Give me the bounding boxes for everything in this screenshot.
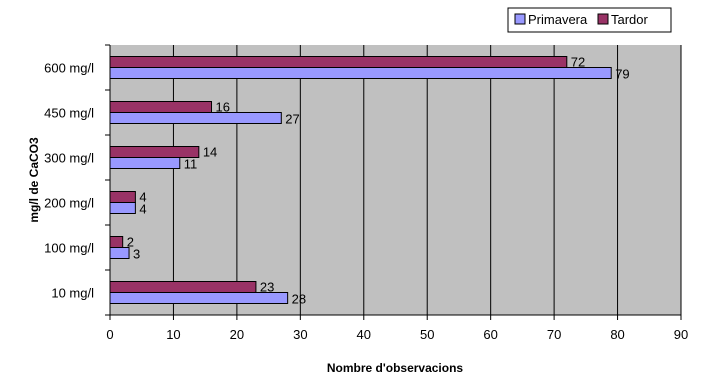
data-label-tardor: 14 <box>203 145 217 160</box>
bar-tardor <box>109 101 213 113</box>
data-label-primavera: 28 <box>292 292 306 307</box>
legend-swatch-primavera <box>514 13 526 25</box>
data-label-tardor: 2 <box>127 235 134 250</box>
x-axis-ticks: 0 10 20 30 40 50 60 70 80 90 <box>106 315 688 342</box>
bar-primavera <box>109 112 282 124</box>
y-tick-label: 450 mg/l <box>44 106 94 121</box>
bar-primavera <box>109 157 181 169</box>
grid-lines <box>172 45 682 315</box>
legend-swatch-tardor <box>597 13 609 25</box>
data-label-primavera: 11 <box>184 157 198 172</box>
plot-area <box>110 45 681 315</box>
x-axis-title: Nombre d'observacions <box>327 361 464 375</box>
x-tick-label: 60 <box>483 327 497 342</box>
y-tick-label: 100 mg/l <box>44 241 94 256</box>
y-axis-title: mg/l de CaCO3 <box>27 137 41 223</box>
x-tick-label: 0 <box>106 327 113 342</box>
legend-label-primavera: Primavera <box>528 12 588 27</box>
legend-label-tardor: Tardor <box>611 12 649 27</box>
data-label-tardor: 4 <box>139 190 146 205</box>
data-label-primavera: 79 <box>615 67 629 82</box>
bar-tardor <box>109 56 568 68</box>
y-tick-label: 300 mg/l <box>44 151 94 166</box>
data-labels: 23 28 23 44 14 11 16 27 72 79 <box>127 55 630 307</box>
data-label-primavera: 4 <box>139 202 146 217</box>
data-label-tardor: 16 <box>216 100 230 115</box>
x-tick-label: 30 <box>293 327 307 342</box>
bar-tardor <box>109 281 257 293</box>
data-label-primavera: 27 <box>285 112 299 127</box>
y-axis-ticks: 10 mg/l 100 mg/l 200 mg/l 300 mg/l 450 mg/l 6… <box>44 44 110 316</box>
x-tick-label: 50 <box>420 327 434 342</box>
legend: Primavera Tardor <box>507 7 672 33</box>
data-label-tardor: 23 <box>260 280 274 295</box>
y-tick-label: 10 mg/l <box>51 286 94 301</box>
legend-box <box>507 7 672 33</box>
y-tick-label: 200 mg/l <box>44 196 94 211</box>
y-tick-label: 600 mg/l <box>44 61 94 76</box>
x-tick-label: 70 <box>547 327 561 342</box>
x-tick-label: 80 <box>610 327 624 342</box>
data-label-tardor: 72 <box>571 55 585 70</box>
x-tick-label: 90 <box>674 327 688 342</box>
data-label-primavera: 3 <box>133 247 140 262</box>
bar-primavera <box>109 202 136 214</box>
bar-tardor <box>109 236 124 248</box>
x-tick-label: 40 <box>357 327 371 342</box>
bar-tardor <box>109 191 136 203</box>
x-tick-label: 10 <box>166 327 180 342</box>
bar-primavera <box>109 67 612 79</box>
x-tick-label: 20 <box>230 327 244 342</box>
